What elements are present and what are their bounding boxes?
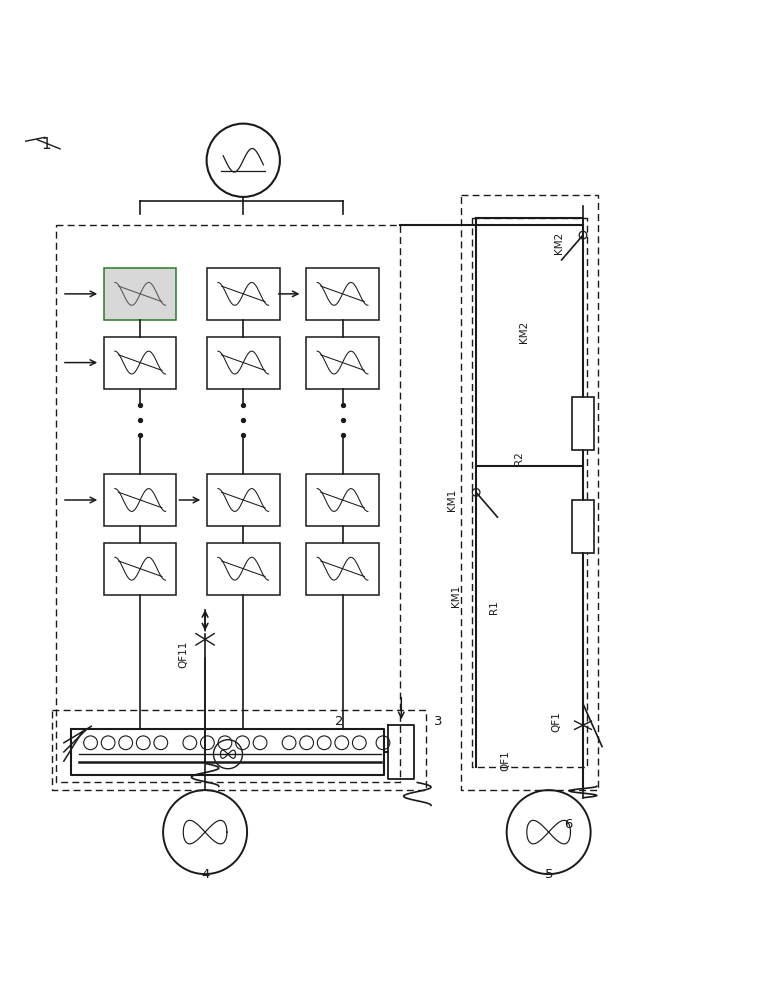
Bar [207,543,279,595]
Text: 3: 3 [434,715,443,728]
Bar [207,337,279,389]
Text: KM1: KM1 [447,489,457,511]
Text: R1: R1 [488,600,498,614]
Text: R2: R2 [514,451,524,465]
Bar [571,397,594,450]
Text: QF1: QF1 [551,711,561,732]
Bar [306,268,379,320]
Bar [104,337,176,389]
Text: KM2: KM2 [554,232,564,254]
Bar [571,500,594,553]
Bar [104,543,176,595]
Bar [104,474,176,526]
Text: QF1: QF1 [500,751,510,771]
Bar [306,474,379,526]
Text: 1: 1 [41,137,51,152]
Text: 2: 2 [335,715,344,728]
Text: 5: 5 [544,868,554,881]
Bar [104,268,176,320]
Text: KM1: KM1 [451,584,461,607]
Text: KM2: KM2 [519,321,529,343]
Bar [306,543,379,595]
Bar [207,268,279,320]
Text: 6: 6 [564,818,572,831]
Bar [306,337,379,389]
Text: 4: 4 [201,868,210,881]
Text: QF11: QF11 [178,641,188,668]
Bar [207,474,279,526]
